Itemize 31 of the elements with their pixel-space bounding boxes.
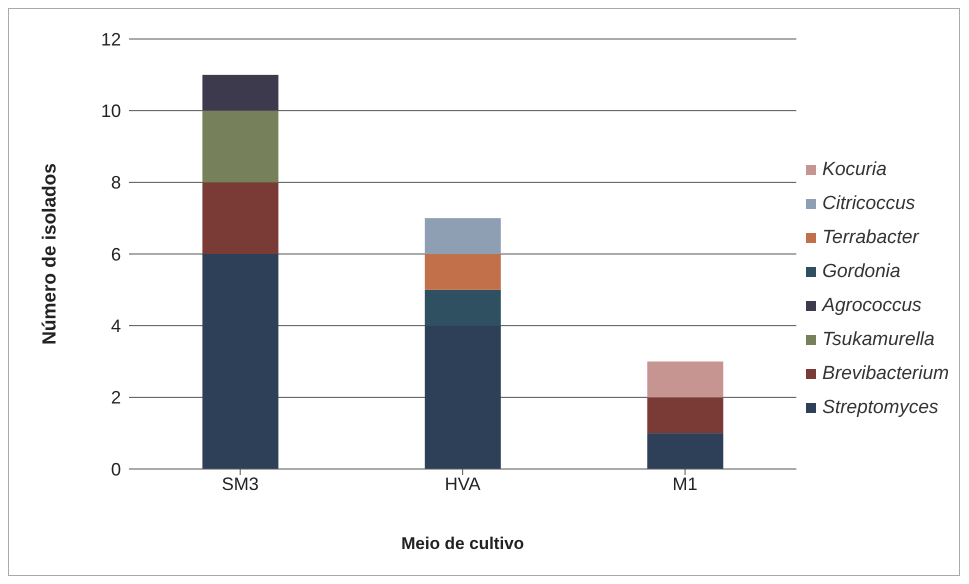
bar xyxy=(424,254,501,290)
bar xyxy=(202,110,278,182)
x-tick-label: SM3 xyxy=(222,474,259,494)
legend-label: Brevibacterium xyxy=(822,363,949,385)
bar xyxy=(647,362,724,398)
bar xyxy=(647,433,724,469)
x-axis-title: Meio de cultivo xyxy=(401,534,524,553)
legend-label: Kocuria xyxy=(822,159,887,181)
y-axis-title: Número de isolados xyxy=(40,163,61,345)
y-tick-label: 2 xyxy=(110,388,121,408)
bar xyxy=(202,182,278,254)
bar xyxy=(424,290,501,326)
x-tick-label: HVA xyxy=(444,474,480,494)
legend-label: Agrococcus xyxy=(822,295,922,317)
y-tick-label: 4 xyxy=(110,316,121,336)
legend-label: Streptomyces xyxy=(822,397,938,419)
bar xyxy=(424,326,501,469)
bar xyxy=(424,218,501,254)
bar xyxy=(202,254,278,469)
y-tick-label: 8 xyxy=(110,172,121,193)
legend-label: Tsukamurella xyxy=(822,329,935,351)
y-tick-label: 12 xyxy=(100,29,121,50)
y-tick-label: 0 xyxy=(110,459,121,480)
y-tick-label: 6 xyxy=(110,244,121,264)
legend-label: Citricoccus xyxy=(822,193,916,215)
legend-label: Terrabacter xyxy=(822,227,919,249)
bar xyxy=(647,397,724,434)
y-tick-label: 10 xyxy=(100,101,121,122)
legend-label: Gordonia xyxy=(822,261,900,283)
x-tick-label: M1 xyxy=(672,474,698,494)
bar xyxy=(202,74,278,111)
